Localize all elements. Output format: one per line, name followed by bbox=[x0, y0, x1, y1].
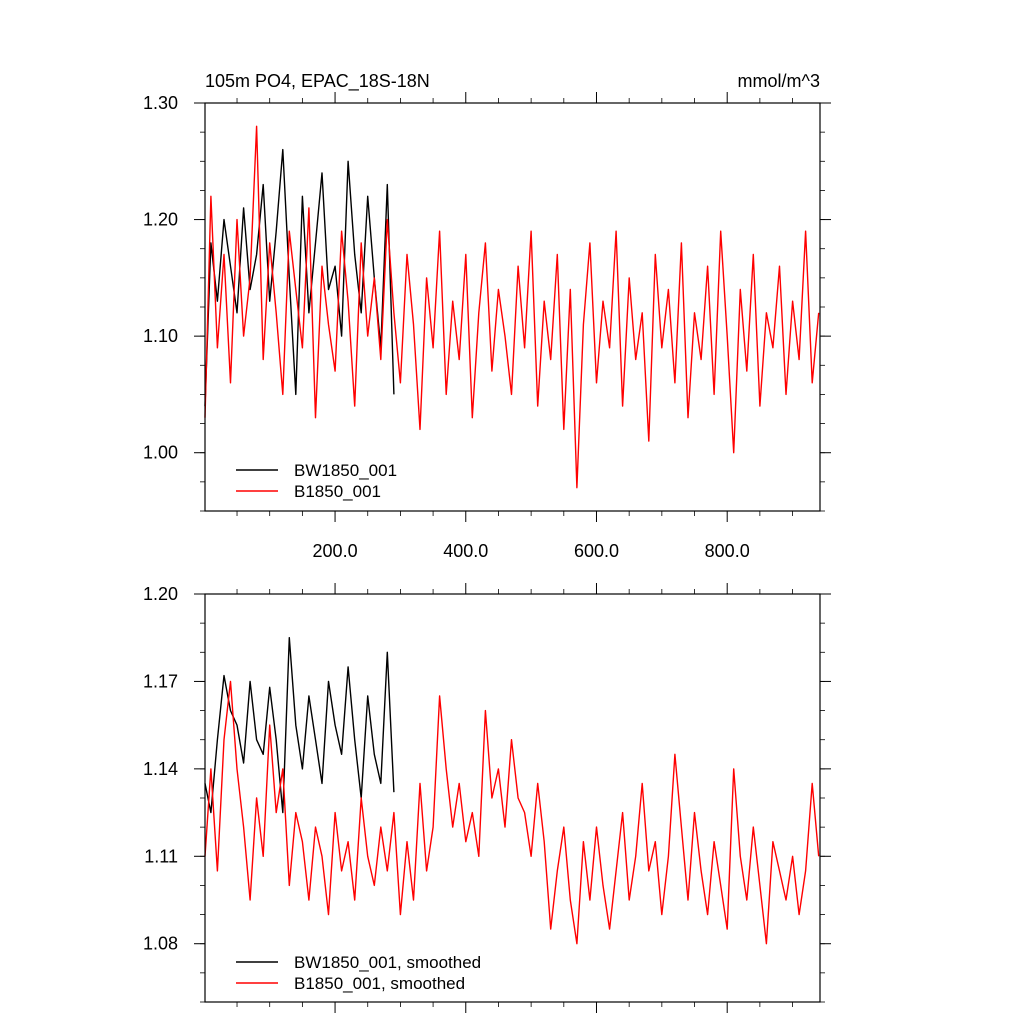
series-line-1-0 bbox=[204, 637, 395, 814]
y-tick-label: 1.17 bbox=[143, 671, 178, 691]
legend-label-1: B1850_001, smoothed bbox=[294, 974, 465, 993]
x-tick-label: 200.0 bbox=[313, 541, 358, 561]
legend-label-0: BW1850_001, smoothed bbox=[294, 953, 481, 972]
series-line-1-1 bbox=[204, 680, 820, 945]
y-tick-label: 1.08 bbox=[143, 934, 178, 954]
y-tick-label: 1.14 bbox=[143, 759, 178, 779]
series-line-0-0 bbox=[204, 148, 395, 407]
y-tick-label: 1.10 bbox=[143, 326, 178, 346]
y-tick-label: 1.20 bbox=[143, 584, 178, 604]
x-tick-label: 400.0 bbox=[443, 541, 488, 561]
x-tick-label: 800.0 bbox=[705, 541, 750, 561]
panel-raw-timeseries: 105m PO4, EPAC_18S-18N mmol/m^3 1.00 1.10… bbox=[143, 71, 831, 561]
chart-title: 105m PO4, EPAC_18S-18N bbox=[205, 71, 430, 92]
y-tick-label: 1.30 bbox=[143, 93, 178, 113]
panel-smoothed-timeseries: 1.08 1.11 1.14 1.17 1.20 BW1850_001, smoothed… bbox=[143, 583, 831, 1013]
units-label: mmol/m^3 bbox=[738, 71, 820, 91]
y-tick-label: 1.00 bbox=[143, 443, 178, 463]
plot-frame bbox=[204, 593, 821, 1003]
legend-label-1: B1850_001 bbox=[294, 482, 381, 501]
y-tick-label: 1.20 bbox=[143, 210, 178, 230]
legend-label-0: BW1850_001 bbox=[294, 461, 397, 480]
series-line-0-1 bbox=[204, 125, 820, 489]
y-tick-label: 1.11 bbox=[144, 846, 178, 866]
x-tick-label: 600.0 bbox=[574, 541, 619, 561]
